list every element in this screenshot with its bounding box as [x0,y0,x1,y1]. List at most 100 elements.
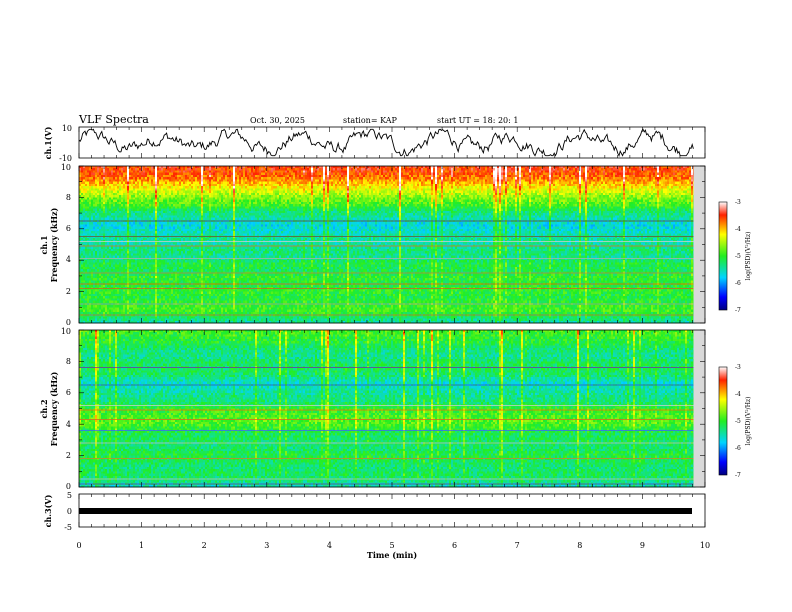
spectrogram-cell [421,332,423,335]
spectrogram-cell [475,332,477,335]
spectrogram-cell [593,334,595,337]
spectrogram-cell [95,337,97,340]
spectrogram-cell [143,334,145,337]
spectrogram-cell [247,337,249,340]
spectrogram-cell [643,334,645,337]
spectrogram-cell [569,332,571,335]
spectrogram-cell [323,337,325,340]
spectrogram-cell [577,334,579,337]
spectrogram-cell [193,337,195,340]
spectrogram-cell [135,337,137,340]
spectrogram-cell [587,332,589,335]
spectrogram-cell [159,332,161,335]
spectrogram-cell [275,334,277,337]
spectrogram-cell [361,334,363,337]
spectrogram-cell [623,332,625,335]
spectrogram-cell [199,332,201,335]
spectrogram-cell [653,334,655,337]
spectrogram-cell [325,337,327,340]
spectrogram-cell [535,332,537,335]
spectrogram-cell [637,332,639,335]
spectrogram-cell [473,332,475,335]
spectrogram-cell [143,332,145,335]
spectrogram-cell [99,337,101,340]
spectrogram-cell [245,337,247,340]
spectrogram-cell [159,334,161,337]
spectrogram-cell [85,334,87,337]
spectrogram-cell [319,334,321,337]
spectrogram-cell [647,332,649,335]
spectrogram-cell [217,332,219,335]
spectrogram-cell [355,332,357,335]
spectrogram-cell [167,337,169,340]
spectrogram-cell [277,337,279,340]
spectrogram-cell [593,332,595,335]
spectrogram-cell [507,334,509,337]
spectrogram-cell [635,332,637,335]
spectrogram-cell [417,334,419,337]
spectrogram-cell [655,332,657,335]
spectrogram-cell [229,334,231,337]
spectrogram-cell [207,334,209,337]
spectrogram-cell [163,334,165,337]
spectrogram-cell [333,334,335,337]
spectrogram-cell [645,334,647,337]
spectrogram-cell [449,332,451,335]
spectrogram-cell [287,332,289,335]
spectrogram-cell [261,337,263,340]
spectrogram-cell [625,332,627,335]
spectrogram-cell [313,337,315,340]
spectrogram-cell [327,332,329,335]
spectrogram-cell [399,334,401,337]
spectrogram-cell [175,334,177,337]
spectrogram-cell [371,334,373,337]
spectrogram-cell [411,334,413,337]
spectrogram-cell [235,334,237,337]
spectrogram-cell [259,334,261,337]
spectrogram-cell [295,337,297,340]
spectrogram-cell [393,334,395,337]
spectrogram-cell [637,334,639,337]
spectrogram-cell [597,334,599,337]
spectrogram-cell [105,337,107,340]
spectrogram-cell [161,332,163,335]
spectrogram-cell [345,332,347,335]
spectrogram-cell [173,337,175,340]
spectrogram-cell [435,334,437,337]
spectrogram-cell [239,334,241,337]
spectrogram-cell [223,332,225,335]
spectrogram-cell [151,337,153,340]
spectrogram-cell [237,337,239,340]
spectrogram-cell [297,334,299,337]
spectrogram-cell [285,332,287,335]
spectrogram-cell [373,332,375,335]
spectrogram-cell [235,337,237,340]
spectrogram-cell [499,334,501,337]
spectrogram-cell [111,337,113,340]
spectrogram-cell [125,337,127,340]
spectrogram-cell [509,334,511,337]
spectrogram-cell [337,334,339,337]
spectrogram-cell [501,334,503,337]
spectrogram-cell [341,337,343,340]
spectrogram-cell [153,337,155,340]
spectrogram-cell [197,334,199,337]
spectrogram-cell [385,334,387,337]
spectrogram-cell [243,332,245,335]
spectrogram-cell [135,332,137,335]
spectrogram-cell [275,332,277,335]
spectrogram-cell [503,334,505,337]
spectrogram-cell [191,334,193,337]
spectrogram-cell [185,334,187,337]
spectrogram-cell [247,332,249,335]
spectrogram-cell [111,332,113,335]
spectrogram-cell [135,334,137,337]
spectrogram-cell [553,334,555,337]
spectrogram-cell [561,334,563,337]
spectrogram-cell [623,334,625,337]
spectrogram-cell [667,334,669,337]
spectrogram-cell [547,332,549,335]
spectrogram-cell [527,334,529,337]
spectrogram-cell [583,332,585,335]
spectrogram-cell [243,334,245,337]
